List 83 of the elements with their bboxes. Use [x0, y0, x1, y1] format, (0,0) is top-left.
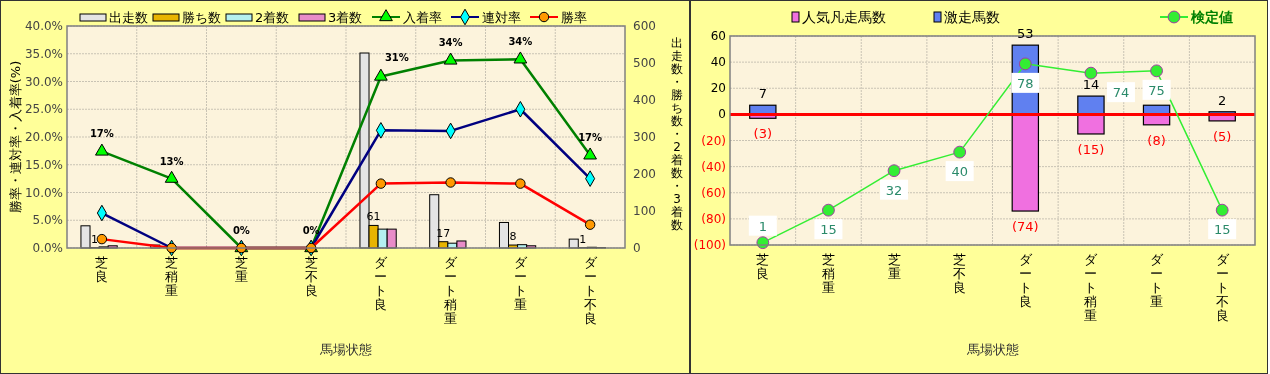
x-tick-label: ダート重 — [513, 255, 528, 312]
y2-tick-label: 200 — [633, 167, 656, 181]
data-label: 17% — [578, 132, 603, 144]
x-tick-label: ダート不良 — [1215, 252, 1230, 323]
legend-label: 勝ち数 — [182, 10, 221, 25]
y2-tick-label: 0 — [633, 241, 641, 255]
legend-label: 連対率 — [482, 10, 521, 25]
legend-label: 出走数 — [109, 10, 148, 25]
legend-label: 入着率 — [403, 10, 442, 25]
data-label: (3) — [753, 126, 773, 142]
x-axis-title: 馬場状態 — [319, 342, 372, 357]
data-label: 15 — [820, 222, 837, 238]
x-tick-label: ダート不良 — [583, 255, 598, 326]
y-tick-label: 15.0% — [24, 157, 63, 172]
data-label: (8) — [1147, 132, 1166, 148]
data-label: 1 — [579, 232, 587, 246]
y-tick-label: 20 — [710, 81, 726, 96]
y-tick-label: 0.0% — [32, 241, 63, 255]
y2-tick-label: 500 — [633, 56, 656, 70]
y-tick-label: 40.0% — [24, 19, 63, 33]
legend-label: 激走馬数 — [944, 9, 1000, 25]
y-tick-label: 40 — [710, 55, 726, 70]
y-tick-label: 25.0% — [24, 102, 63, 117]
data-label: 1 — [91, 232, 99, 246]
data-label: 34% — [508, 36, 533, 48]
x-tick-label: ダート重 — [1150, 252, 1165, 309]
x-tick-label: 芝良 — [95, 255, 109, 284]
y2-tick-label: 400 — [633, 93, 656, 107]
data-label: 13% — [159, 155, 184, 167]
x-tick-label: ダート良 — [374, 255, 389, 312]
x-tick-label: 芝不良 — [953, 252, 967, 295]
y-tick-label: (40) — [701, 159, 726, 174]
x-tick-label: 芝不良 — [304, 255, 318, 298]
y-axis-title: 勝率・連対率・入着率(%) — [8, 60, 23, 214]
data-label: 61 — [366, 210, 381, 224]
y-tick-label: (20) — [701, 133, 726, 148]
data-label: 0% — [232, 225, 250, 236]
y-tick-label: 5.0% — [32, 213, 63, 228]
legend-label: 2着数 — [255, 10, 290, 25]
y-tick-label: (100) — [693, 238, 726, 252]
y-tick-label: 10.0% — [24, 185, 63, 200]
x-tick-label: ダート稍重 — [444, 255, 459, 326]
data-label: 15 — [1213, 222, 1231, 238]
data-label: 74 — [1112, 85, 1130, 101]
text: 出走数・勝ち数・2着数・3着数 — [671, 36, 683, 232]
data-label: 7 — [758, 86, 767, 102]
data-label: 31% — [384, 51, 409, 63]
x-tick-label: 芝良 — [756, 252, 770, 281]
y-tick-label: 60 — [710, 29, 726, 43]
legend-label: 勝率 — [561, 10, 587, 25]
x-tick-label: 芝稍重 — [165, 255, 179, 298]
data-label: 2 — [1218, 92, 1227, 108]
data-label: (5) — [1212, 128, 1232, 144]
data-label: 1 — [758, 218, 767, 234]
x-tick-label: ダート良 — [1018, 252, 1033, 309]
legend-label: 3着数 — [328, 10, 363, 25]
data-label: 34% — [438, 37, 463, 49]
x-tick-label: 芝重 — [887, 252, 901, 281]
data-label: (74) — [1011, 219, 1039, 235]
data-label: 53 — [1017, 26, 1034, 42]
data-label: 32 — [885, 182, 903, 198]
y-tick-label: (80) — [701, 211, 726, 226]
y2-tick-label: 600 — [633, 19, 656, 33]
x-tick-label: 芝重 — [234, 255, 248, 284]
data-label: 40 — [951, 164, 968, 180]
y2-tick-label: 300 — [633, 130, 656, 144]
data-label: (15) — [1077, 141, 1105, 157]
data-label: 8 — [509, 230, 517, 244]
x-tick-label: ダート稍重 — [1084, 252, 1099, 323]
y-tick-label: (60) — [701, 185, 726, 200]
legend-label: 検定値 — [1190, 9, 1233, 25]
data-label: 17% — [89, 128, 114, 140]
y-tick-label: 20.0% — [24, 130, 63, 144]
x-axis-title: 馬場状態 — [965, 342, 1019, 357]
x-tick-label: 芝稍重 — [821, 252, 835, 295]
legend-label: 人気凡走馬数 — [802, 9, 886, 25]
data-label: 75 — [1148, 82, 1165, 98]
y2-tick-label: 100 — [633, 204, 656, 218]
y-tick-label: 35.0% — [24, 46, 63, 61]
data-label: 14 — [1082, 77, 1100, 93]
y-tick-label: 0 — [718, 107, 726, 122]
y-tick-label: 30.0% — [24, 74, 63, 89]
data-label: 78 — [1017, 75, 1034, 91]
